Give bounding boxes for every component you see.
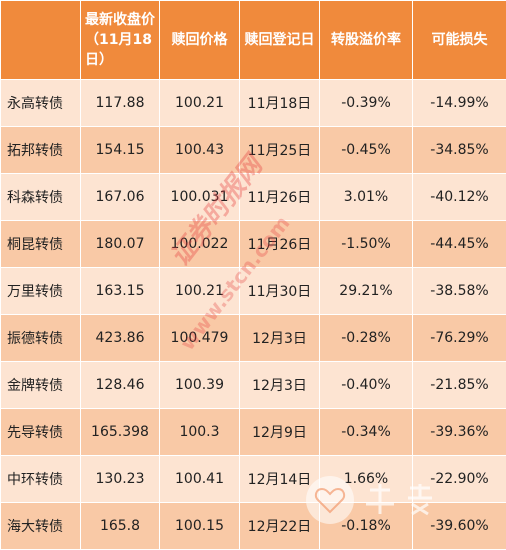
loss-cell: -14.99%: [413, 80, 506, 127]
close-price-cell: 423.86: [81, 315, 160, 362]
bond-name-cell: 振德转债: [1, 315, 81, 362]
close-price-cell: 130.23: [81, 456, 160, 503]
bond-name-cell: 先导转债: [1, 409, 81, 456]
redeem-price-cell: 100.3: [160, 409, 240, 456]
record-date-cell: 11月26日: [240, 221, 320, 268]
bond-name-cell: 拓邦转债: [1, 127, 81, 174]
redeem-price-cell: 100.43: [160, 127, 240, 174]
close-price-cell: 117.88: [81, 80, 160, 127]
bond-name-cell: 万里转债: [1, 268, 81, 315]
bond-name-cell: 金牌转债: [1, 362, 81, 409]
premium-cell: 3.01%: [320, 174, 413, 221]
record-date-cell: 11月26日: [240, 174, 320, 221]
loss-cell: -21.85%: [413, 362, 506, 409]
record-date-cell: 11月18日: [240, 80, 320, 127]
premium-cell: -0.40%: [320, 362, 413, 409]
premium-cell: -0.34%: [320, 409, 413, 456]
loss-cell: -39.60%: [413, 503, 506, 550]
redeem-price-cell: 100.479: [160, 315, 240, 362]
close-price-cell: 180.07: [81, 221, 160, 268]
record-date-cell: 12月9日: [240, 409, 320, 456]
close-price-cell: 165.8: [81, 503, 160, 550]
header-premium: 转股溢价率: [320, 1, 413, 80]
close-price-cell: 128.46: [81, 362, 160, 409]
close-price-cell: 165.398: [81, 409, 160, 456]
redeem-price-cell: 100.022: [160, 221, 240, 268]
record-date-cell: 12月22日: [240, 503, 320, 550]
loss-cell: -34.85%: [413, 127, 506, 174]
record-date-cell: 12月14日: [240, 456, 320, 503]
record-date-cell: 11月25日: [240, 127, 320, 174]
loss-cell: -39.36%: [413, 409, 506, 456]
bond-name-cell: 科森转债: [1, 174, 81, 221]
close-price-cell: 154.15: [81, 127, 160, 174]
bond-name-cell: 永高转债: [1, 80, 81, 127]
premium-cell: 29.21%: [320, 268, 413, 315]
record-date-cell: 11月30日: [240, 268, 320, 315]
premium-cell: -0.18%: [320, 503, 413, 550]
loss-cell: -22.90%: [413, 456, 506, 503]
record-date-cell: 12月3日: [240, 315, 320, 362]
close-price-cell: 167.06: [81, 174, 160, 221]
header-empty: [1, 1, 81, 80]
header-loss: 可能损失: [413, 1, 506, 80]
header-record-date: 赎回登记日: [240, 1, 320, 80]
redeem-price-cell: 100.41: [160, 456, 240, 503]
bond-name-cell: 海大转债: [1, 503, 81, 550]
redeem-price-cell: 100.15: [160, 503, 240, 550]
header-redeem-price: 赎回价格: [160, 1, 240, 80]
redeem-price-cell: 100.21: [160, 80, 240, 127]
loss-cell: -40.12%: [413, 174, 506, 221]
premium-cell: -0.45%: [320, 127, 413, 174]
record-date-cell: 12月3日: [240, 362, 320, 409]
close-price-cell: 163.15: [81, 268, 160, 315]
bond-name-cell: 桐昆转债: [1, 221, 81, 268]
premium-cell: 1.66%: [320, 456, 413, 503]
bond-name-cell: 中环转债: [1, 456, 81, 503]
premium-cell: -1.50%: [320, 221, 413, 268]
redeem-price-cell: 100.39: [160, 362, 240, 409]
header-row: 最新收盘价（11月18日） 赎回价格 赎回登记日 转股溢价率 可能损失: [1, 1, 506, 80]
redeem-price-cell: 100.031: [160, 174, 240, 221]
loss-cell: -76.29%: [413, 315, 506, 362]
redeem-price-cell: 100.21: [160, 268, 240, 315]
loss-cell: -38.58%: [413, 268, 506, 315]
header-close: 最新收盘价（11月18日）: [81, 1, 160, 80]
premium-cell: -0.28%: [320, 315, 413, 362]
loss-cell: -44.45%: [413, 221, 506, 268]
premium-cell: -0.39%: [320, 80, 413, 127]
